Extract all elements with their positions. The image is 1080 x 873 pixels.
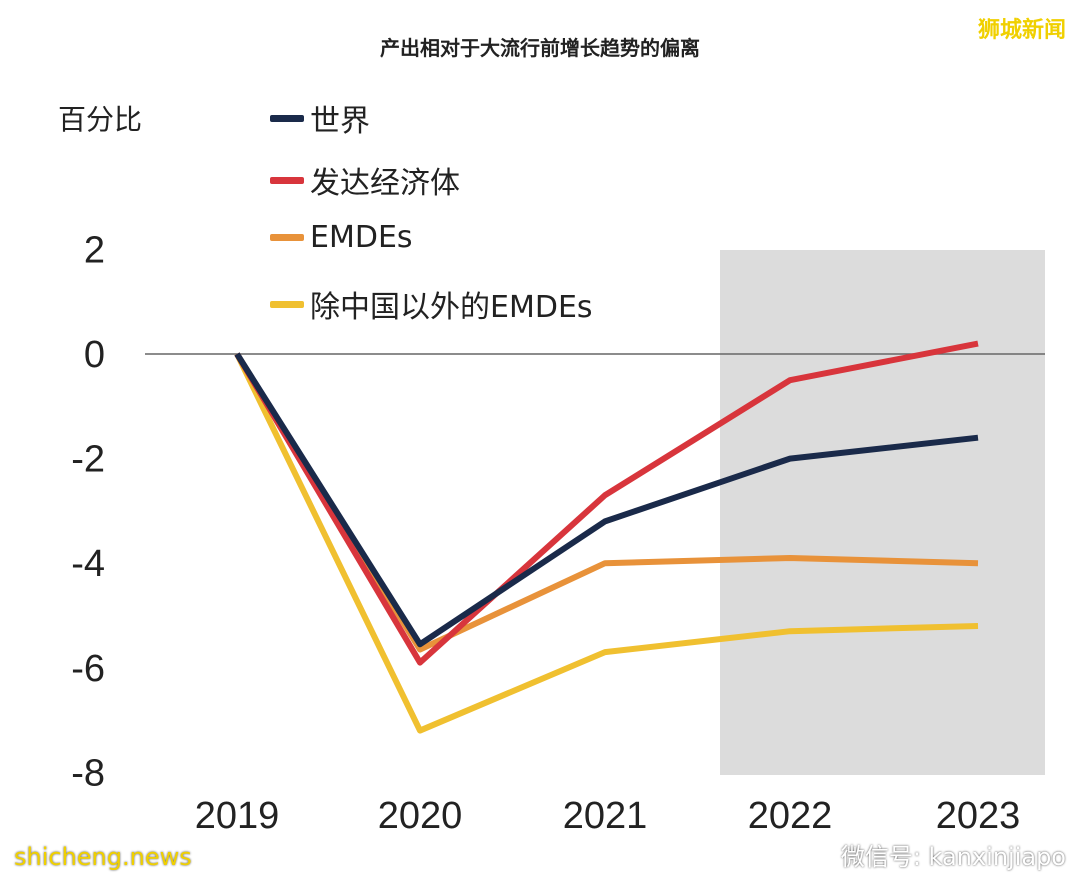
y-tick-label: -2 bbox=[71, 439, 105, 481]
series-line bbox=[234, 352, 979, 734]
y-axis-label: 百分比 bbox=[58, 103, 143, 136]
y-tick-label: -4 bbox=[71, 543, 105, 585]
legend-swatch bbox=[270, 114, 304, 122]
x-tick-label: 2021 bbox=[563, 795, 648, 837]
y-tick-label: -6 bbox=[71, 648, 105, 690]
legend-label: EMDEs bbox=[310, 220, 413, 255]
x-tick-label: 2019 bbox=[195, 795, 280, 837]
y-tick-label: 0 bbox=[84, 334, 105, 376]
chart-title: 产出相对于大流行前增长趋势的偏离 bbox=[380, 36, 700, 60]
legend-swatch bbox=[270, 176, 304, 184]
watermark-top-right: 狮城新闻 bbox=[977, 18, 1066, 43]
x-tick-label: 2022 bbox=[748, 795, 833, 837]
legend-item: 除中国以外的EMDEs bbox=[270, 282, 593, 326]
forecast-shade bbox=[720, 250, 1045, 775]
legend-swatch bbox=[270, 234, 304, 241]
legend-item: 发达经济体 bbox=[270, 158, 460, 202]
y-tick-label: 2 bbox=[84, 229, 105, 271]
series-line bbox=[234, 340, 979, 666]
x-tick-label: 2020 bbox=[378, 795, 463, 837]
watermark-bottom-right: 微信号: kanxinjiapo bbox=[840, 843, 1066, 871]
x-tick-label: 2023 bbox=[936, 795, 1021, 837]
series-line bbox=[234, 352, 979, 648]
legend-swatch bbox=[270, 300, 304, 308]
legend-item: EMDEs bbox=[270, 220, 413, 255]
y-tick-label: -8 bbox=[71, 752, 105, 794]
watermark-bottom-left: shicheng.news bbox=[14, 843, 192, 871]
legend-label: 发达经济体 bbox=[310, 166, 460, 201]
legend-item: 世界 bbox=[270, 96, 370, 140]
legend-label: 除中国以外的EMDEs bbox=[310, 290, 593, 325]
legend-label: 世界 bbox=[310, 104, 370, 139]
